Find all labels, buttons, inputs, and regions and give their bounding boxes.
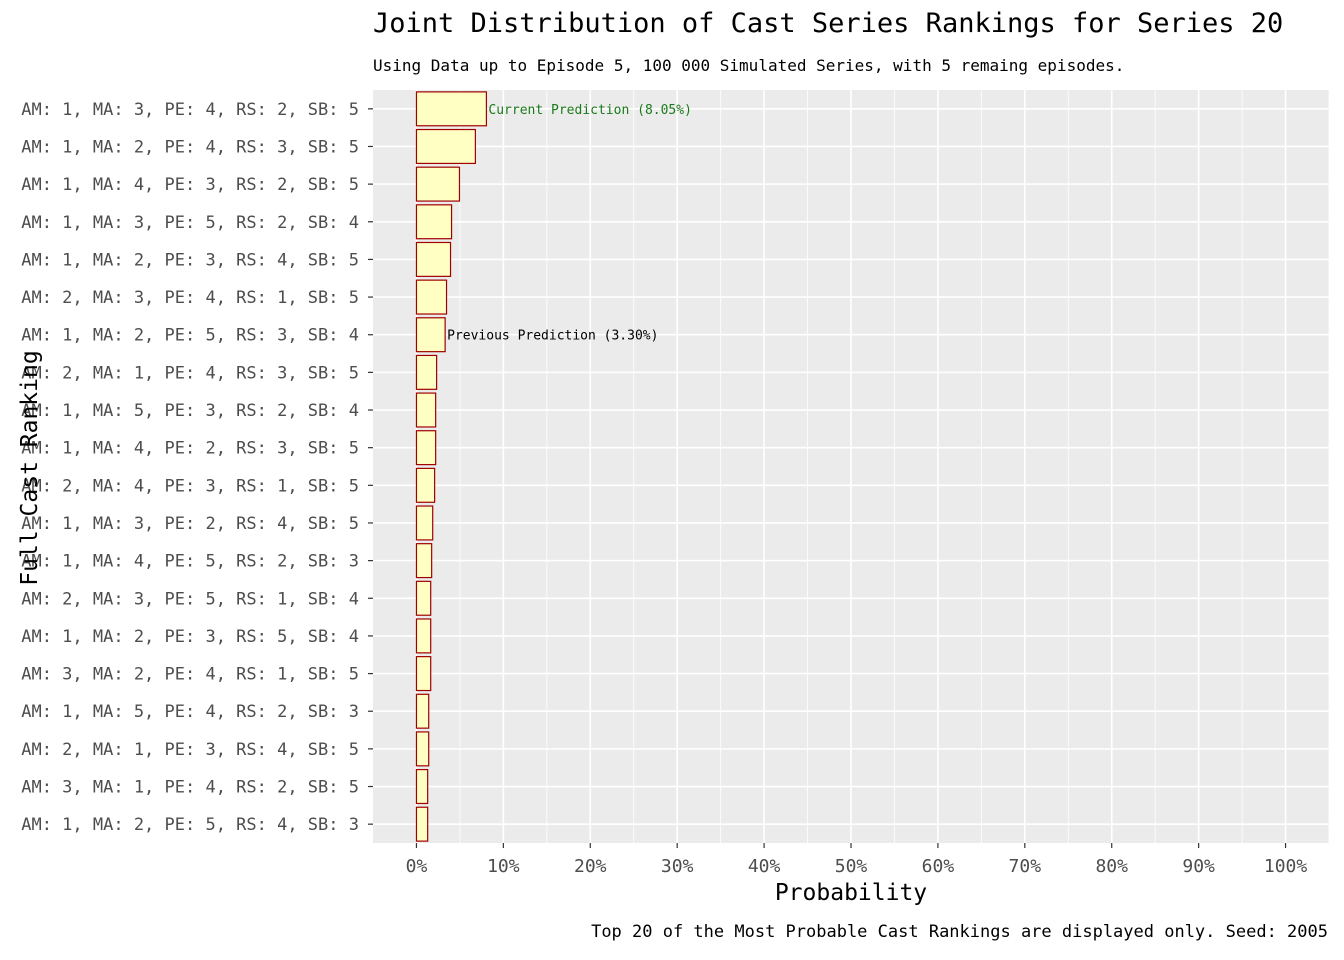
bar — [415, 467, 436, 503]
x-tick-label: 10% — [487, 856, 520, 877]
bar — [415, 279, 448, 315]
y-tick-label: AM: 1, MA: 2, PE: 4, RS: 3, SB: 5 — [21, 137, 359, 157]
y-tick-label: AM: 1, MA: 4, PE: 2, RS: 3, SB: 5 — [21, 439, 359, 459]
bar — [415, 91, 488, 127]
y-tick-label: AM: 2, MA: 4, PE: 3, RS: 1, SB: 5 — [21, 476, 359, 496]
bar — [415, 354, 438, 390]
x-tick-label: 80% — [1095, 856, 1128, 877]
x-tick-label: 70% — [1009, 856, 1042, 877]
y-tick-label: AM: 1, MA: 2, PE: 5, RS: 4, SB: 3 — [21, 815, 359, 835]
bar — [415, 128, 476, 165]
x-axis-label: Probability — [774, 880, 928, 906]
bar — [415, 806, 429, 842]
y-tick-label: AM: 2, MA: 1, PE: 4, RS: 3, SB: 5 — [21, 363, 359, 383]
x-tick-label: 40% — [748, 856, 781, 877]
bar-annotation: Current Prediction (8.05%) — [488, 103, 692, 118]
y-tick-label: AM: 2, MA: 3, PE: 5, RS: 1, SB: 4 — [21, 589, 359, 609]
x-tick-label: 0% — [406, 856, 428, 877]
bar — [415, 618, 432, 654]
bar-annotation: Previous Prediction (3.30%) — [447, 329, 658, 344]
bar — [415, 656, 432, 692]
y-tick-label: AM: 1, MA: 5, PE: 3, RS: 2, SB: 4 — [21, 401, 359, 421]
bar — [415, 392, 437, 428]
y-tick-label: AM: 1, MA: 3, PE: 4, RS: 2, SB: 5 — [21, 100, 359, 120]
bar — [415, 204, 453, 240]
y-tick-label: AM: 3, MA: 1, PE: 4, RS: 2, SB: 5 — [21, 778, 359, 798]
y-tick-label: AM: 2, MA: 3, PE: 4, RS: 1, SB: 5 — [21, 288, 359, 308]
x-tick-label: 90% — [1182, 856, 1215, 877]
bar — [415, 543, 433, 579]
y-tick-label: AM: 1, MA: 4, PE: 5, RS: 2, SB: 3 — [21, 552, 359, 572]
y-tick-label: AM: 1, MA: 2, PE: 3, RS: 5, SB: 4 — [21, 627, 359, 647]
chart-subtitle: Using Data up to Episode 5, 100 000 Simu… — [373, 56, 1125, 75]
x-tick-label: 30% — [661, 856, 694, 877]
y-tick-label: AM: 1, MA: 2, PE: 5, RS: 3, SB: 4 — [21, 326, 359, 346]
x-tick-label: 60% — [922, 856, 955, 877]
x-tick-label: 100% — [1264, 856, 1308, 877]
y-tick-label: AM: 1, MA: 5, PE: 4, RS: 2, SB: 3 — [21, 702, 359, 722]
bar — [415, 241, 452, 277]
y-tick-label: AM: 1, MA: 3, PE: 2, RS: 4, SB: 5 — [21, 514, 359, 534]
bar — [415, 317, 446, 353]
chart-caption: Top 20 of the Most Probable Cast Ranking… — [591, 922, 1328, 942]
bar — [415, 580, 432, 616]
y-tick-label: AM: 2, MA: 1, PE: 3, RS: 4, SB: 5 — [21, 740, 359, 760]
y-tick-label: AM: 3, MA: 2, PE: 4, RS: 1, SB: 5 — [21, 665, 359, 685]
bar — [415, 505, 434, 541]
bar — [415, 768, 429, 805]
bar — [415, 166, 461, 202]
x-tick-label: 20% — [574, 856, 607, 877]
bar — [415, 430, 437, 466]
y-tick-label: AM: 1, MA: 2, PE: 3, RS: 4, SB: 5 — [21, 250, 359, 270]
bar — [415, 693, 430, 729]
y-tick-label: AM: 1, MA: 4, PE: 3, RS: 2, SB: 5 — [21, 175, 359, 195]
x-tick-label: 50% — [835, 856, 868, 877]
y-axis-label: Full Cast Ranking — [17, 350, 43, 586]
y-tick-label: AM: 1, MA: 3, PE: 5, RS: 2, SB: 4 — [21, 213, 359, 233]
chart-title: Joint Distribution of Cast Series Rankin… — [373, 8, 1284, 39]
bar — [415, 731, 430, 767]
